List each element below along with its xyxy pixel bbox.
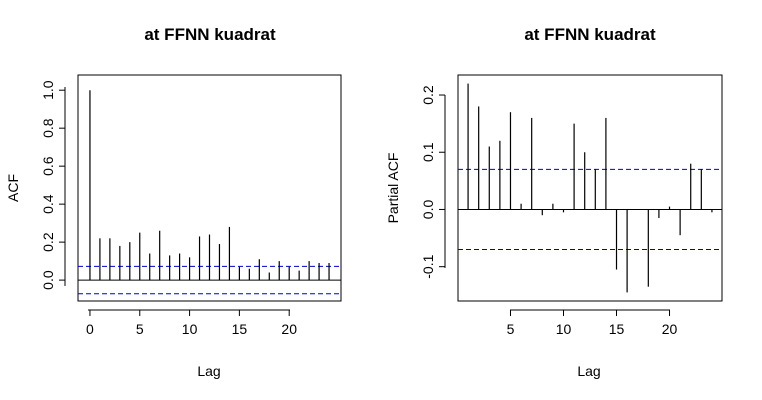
- pacf-xlabel: Lag: [577, 363, 600, 379]
- pacf-title: at FFNN kuadrat: [524, 25, 656, 44]
- acf-x-tick-label: 0: [86, 321, 94, 337]
- pacf-x-tick-label: 20: [662, 321, 678, 337]
- acf-title: at FFNN kuadrat: [144, 25, 276, 44]
- acf-y-tick-label: 0.0: [40, 270, 56, 290]
- acf-x-tick-label: 15: [232, 321, 248, 337]
- acf-ylabel: ACF: [5, 174, 21, 202]
- pacf-panel: at FFNN kuadrat -0.1 0.0 0.1 0.2 5 10 15 20 La…: [385, 25, 723, 379]
- acf-x-tick-label: 10: [182, 321, 198, 337]
- acf-panel: at FFNN kuadrat 0.0 0.2 0.4 0.6 0.8 1.0 0 5 10 1…: [5, 25, 342, 379]
- acf-y-axis: 0.0 0.2 0.4 0.6 0.8 1.0: [40, 80, 66, 290]
- pacf-y-tick-label: -0.1: [420, 254, 436, 278]
- pacf-x-axis: 5 10 15 20: [507, 309, 678, 337]
- acf-y-tick-label: 0.2: [40, 232, 56, 252]
- pacf-y-tick-label: 0.1: [420, 142, 436, 162]
- acf-marks: [78, 90, 341, 295]
- pacf-ylabel: Partial ACF: [385, 153, 401, 224]
- acf-x-tick-label: 5: [136, 321, 144, 337]
- pacf-y-tick-label: 0.0: [420, 200, 436, 220]
- pacf-x-tick-label: 15: [609, 321, 625, 337]
- acf-y-tick-label: 0.8: [40, 118, 56, 138]
- pacf-x-tick-label: 5: [507, 321, 515, 337]
- acf-xlabel: Lag: [197, 363, 220, 379]
- pacf-y-tick-label: 0.2: [420, 85, 436, 105]
- acf-plot-frame: [77, 74, 342, 302]
- acf-x-tick-label: 20: [281, 321, 297, 337]
- acf-y-tick-label: 0.4: [40, 194, 56, 214]
- acf-y-tick-label: 1.0: [40, 80, 56, 100]
- pacf-marks: [458, 83, 722, 293]
- acf-y-tick-label: 0.6: [40, 156, 56, 176]
- acf-x-axis: 0 5 10 15 20: [86, 309, 297, 337]
- pacf-y-axis: -0.1 0.0 0.1 0.2: [420, 85, 446, 279]
- pacf-x-tick-label: 10: [556, 321, 572, 337]
- pacf-plot-frame: [457, 74, 723, 302]
